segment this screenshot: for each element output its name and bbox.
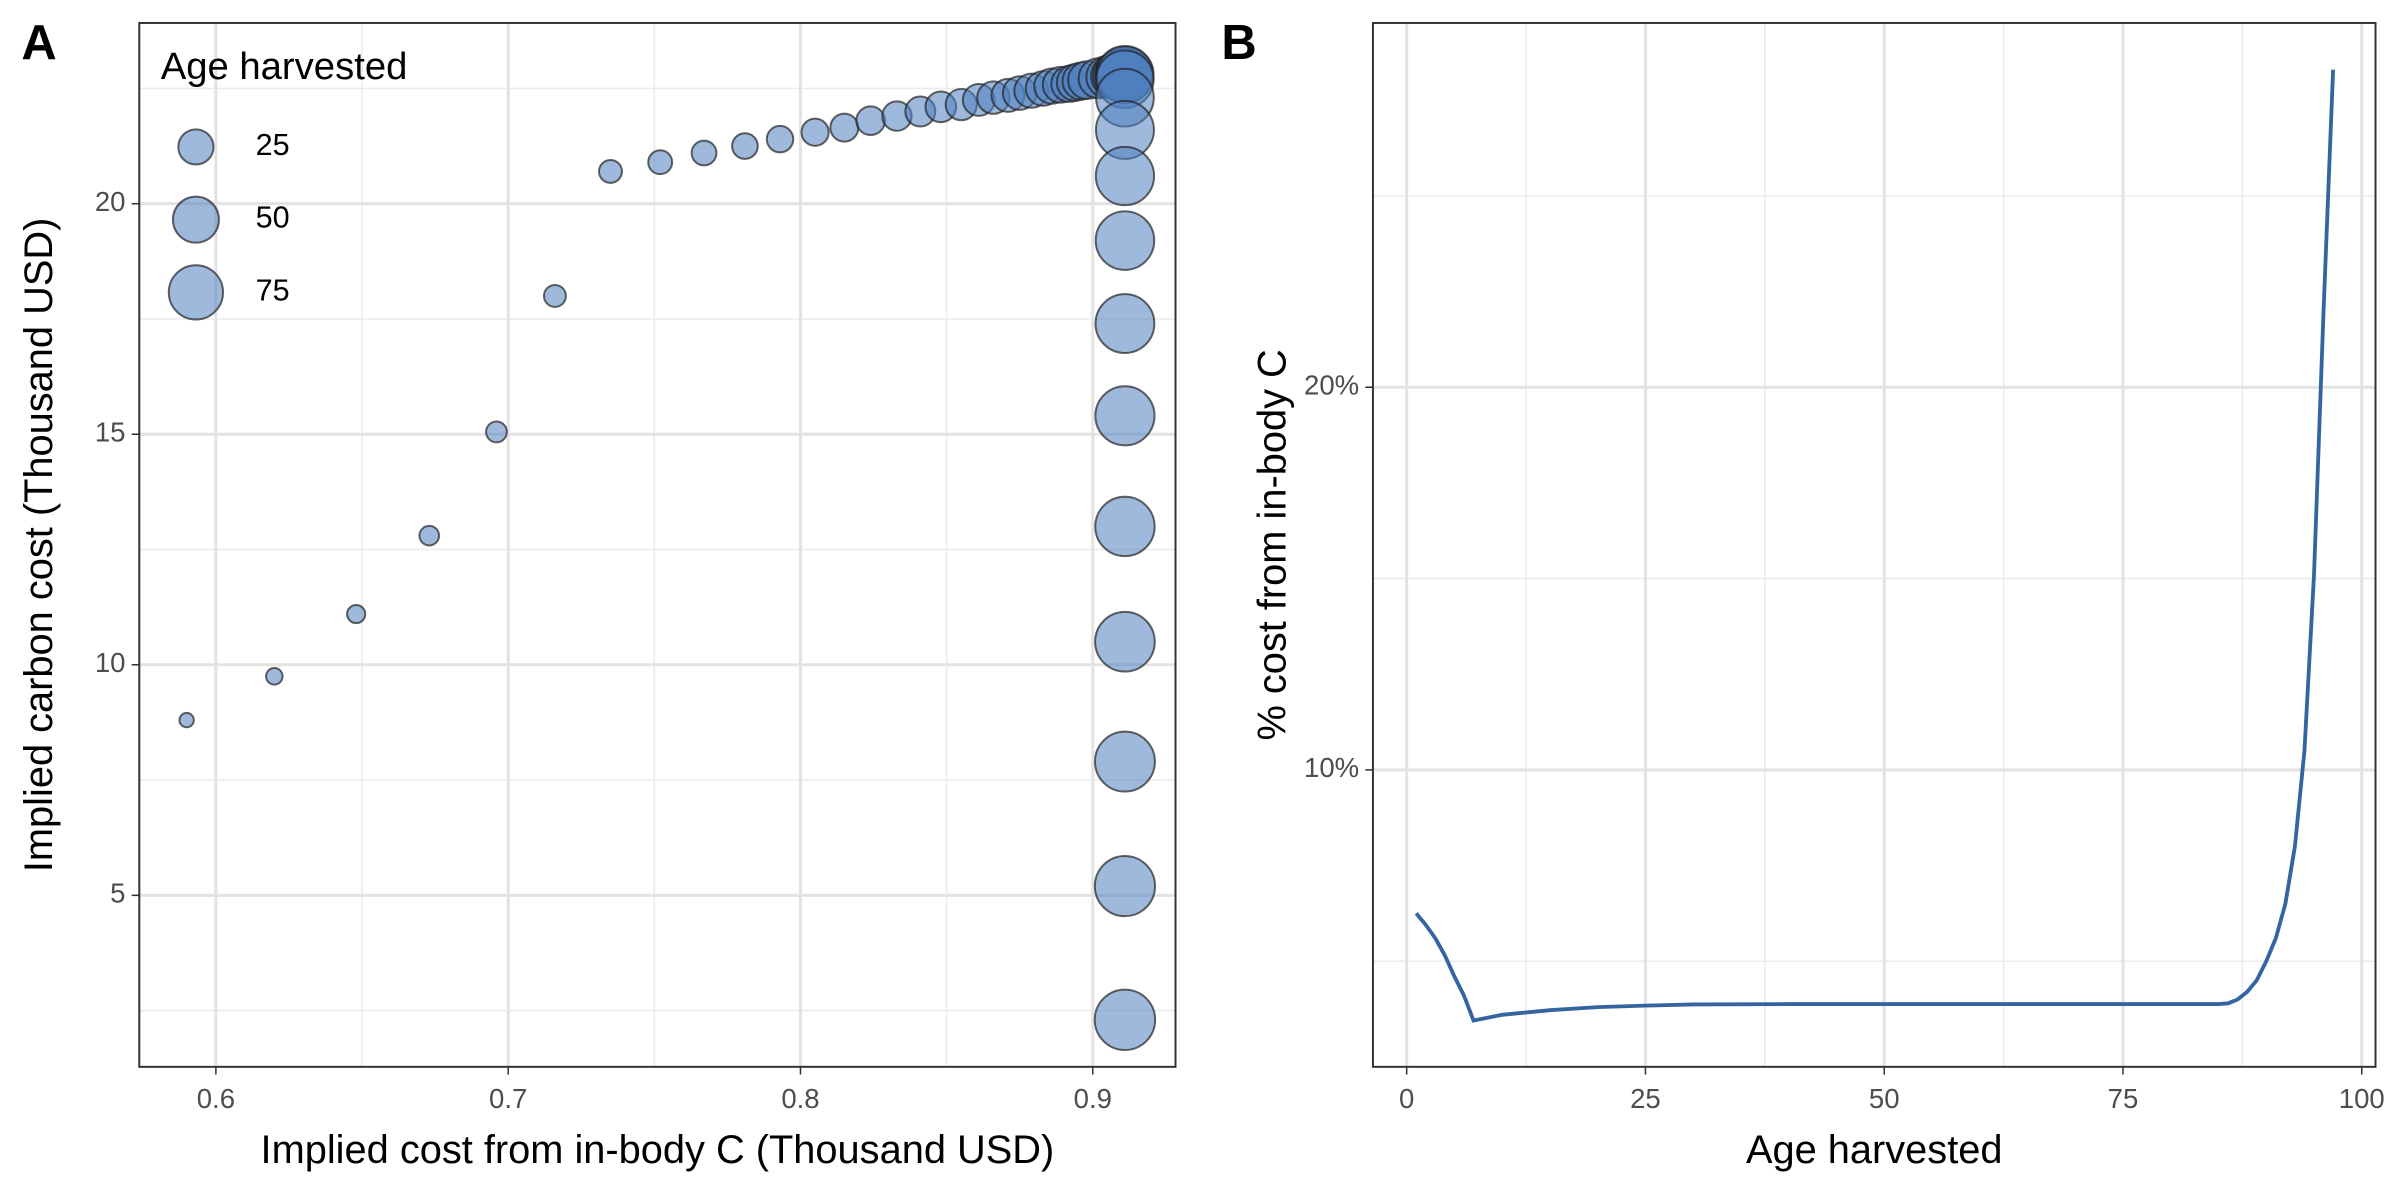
y-tick-label: 20% — [1304, 370, 1359, 401]
bubble — [542, 283, 567, 308]
legend-title: Age harvested — [161, 45, 408, 88]
x-axis-title: Implied cost from in-body C (Thousand US… — [261, 1128, 1055, 1172]
x-tick-label: 0.8 — [781, 1083, 819, 1114]
legend-label: 50 — [256, 201, 290, 235]
bubble — [829, 112, 860, 143]
x-axis-title: Age harvested — [1746, 1128, 2003, 1172]
legend-key — [167, 264, 225, 321]
bubble — [800, 117, 830, 147]
panel-label: A — [21, 16, 56, 70]
bubble — [1094, 293, 1156, 354]
x-tick-label: 25 — [1630, 1083, 1661, 1114]
bubble — [1094, 385, 1156, 447]
bubble — [598, 158, 623, 184]
y-axis-title: Implied carbon cost (Thousand USD) — [17, 218, 61, 872]
bubble — [1093, 730, 1156, 793]
legend-key — [171, 195, 220, 244]
x-tick-label: 0.6 — [197, 1083, 235, 1114]
bubble — [485, 420, 508, 444]
x-tick-label: 50 — [1869, 1083, 1900, 1114]
panel-label: B — [1221, 16, 1256, 70]
line — [1414, 69, 2336, 1023]
bubble — [1094, 495, 1156, 558]
bubble — [647, 149, 674, 176]
bubble — [178, 711, 195, 729]
bubble — [1094, 610, 1156, 673]
y-tick-label: 10 — [95, 647, 126, 678]
x-tick-label: 0 — [1399, 1083, 1414, 1114]
bubble — [1094, 210, 1156, 271]
y-tick-label: 15 — [95, 417, 126, 448]
x-tick-label: 0.7 — [489, 1083, 527, 1114]
x-tick-label: 100 — [2339, 1083, 2385, 1114]
bubble — [1093, 988, 1157, 1052]
bubble — [855, 105, 886, 137]
bubble — [1094, 145, 1156, 207]
bubble — [765, 124, 795, 154]
x-tick-label: 0.9 — [1074, 1083, 1112, 1114]
plot-border — [138, 21, 1177, 1068]
y-tick-label: 20 — [95, 186, 126, 217]
plot-background — [1372, 22, 2376, 1067]
bubble — [265, 667, 284, 686]
plot-border — [1371, 21, 2377, 1068]
legend-key — [177, 128, 215, 166]
y-axis-title: % cost from in-body C — [1251, 349, 1295, 740]
legend-label: 75 — [256, 273, 290, 307]
plot-background — [139, 22, 1176, 1067]
bubble — [346, 603, 367, 625]
bubble — [418, 524, 441, 547]
legend-label: 25 — [256, 128, 290, 162]
y-tick-label: 5 — [110, 878, 125, 909]
bubble — [731, 132, 759, 160]
bubble — [1093, 855, 1157, 918]
x-tick-label: 75 — [2108, 1083, 2139, 1114]
bubble — [690, 139, 718, 167]
y-tick-label: 10% — [1304, 752, 1359, 783]
